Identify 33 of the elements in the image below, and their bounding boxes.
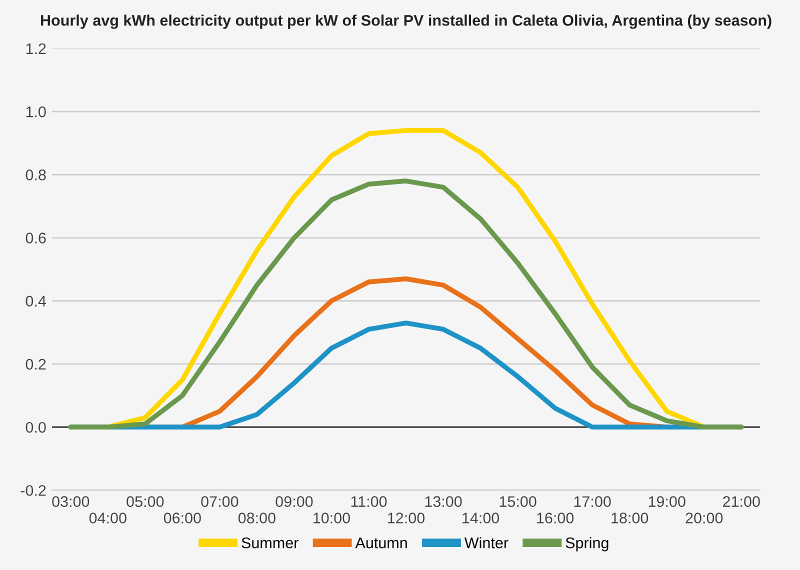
legend-label: Spring (566, 537, 608, 552)
y-tick-label: -0.2 (20, 485, 46, 496)
y-tick-label: 0.6 (26, 232, 46, 244)
x-tick-label: 14:00 (462, 512, 500, 524)
x-tick-label: 13:00 (425, 496, 462, 507)
legend-label: Winter (464, 537, 508, 548)
x-tick-label: 16:00 (537, 512, 574, 524)
x-tick-label: 09:00 (276, 496, 313, 507)
legend-label: Summer (242, 537, 298, 548)
x-tick-label: 18:00 (612, 512, 648, 524)
line-series (68, 178, 744, 430)
y-tick-label: 0.4 (26, 296, 46, 307)
y-tick-label: 0.2 (26, 358, 46, 370)
x-tick-label: 08:00 (238, 512, 276, 524)
x-tick-label: 06:00 (164, 512, 201, 524)
x-tick-label: 21:00 (723, 496, 760, 507)
x-tick-label: 15:00 (500, 496, 536, 507)
x-tick-label: 04:00 (89, 512, 126, 524)
y-tick-label: 0.0 (26, 422, 46, 433)
legend-label: Autumn (355, 538, 407, 548)
x-tick-label: 11:00 (351, 496, 387, 507)
y-tick-label: 1.0 (26, 106, 46, 118)
chart-title: Hourly avg kWh electricity output per kW of Solar PV installed in Caleta Olivia, Argentina (by season) (41, 14, 772, 29)
x-tick-label: 19:00 (648, 496, 686, 507)
x-tick-label: 07:00 (201, 496, 238, 507)
y-tick-label: 0.8 (26, 170, 46, 180)
x-tick-label: 17:00 (574, 496, 611, 507)
x-tick-label: 10:00 (314, 512, 350, 524)
x-tick-label: 12:00 (388, 512, 425, 524)
x-tick-label: 05:00 (126, 496, 164, 507)
y-tick-label: 1.2 (26, 43, 46, 54)
x-tick-label: 20:00 (686, 512, 723, 524)
x-tick-label: 03:00 (52, 496, 90, 507)
